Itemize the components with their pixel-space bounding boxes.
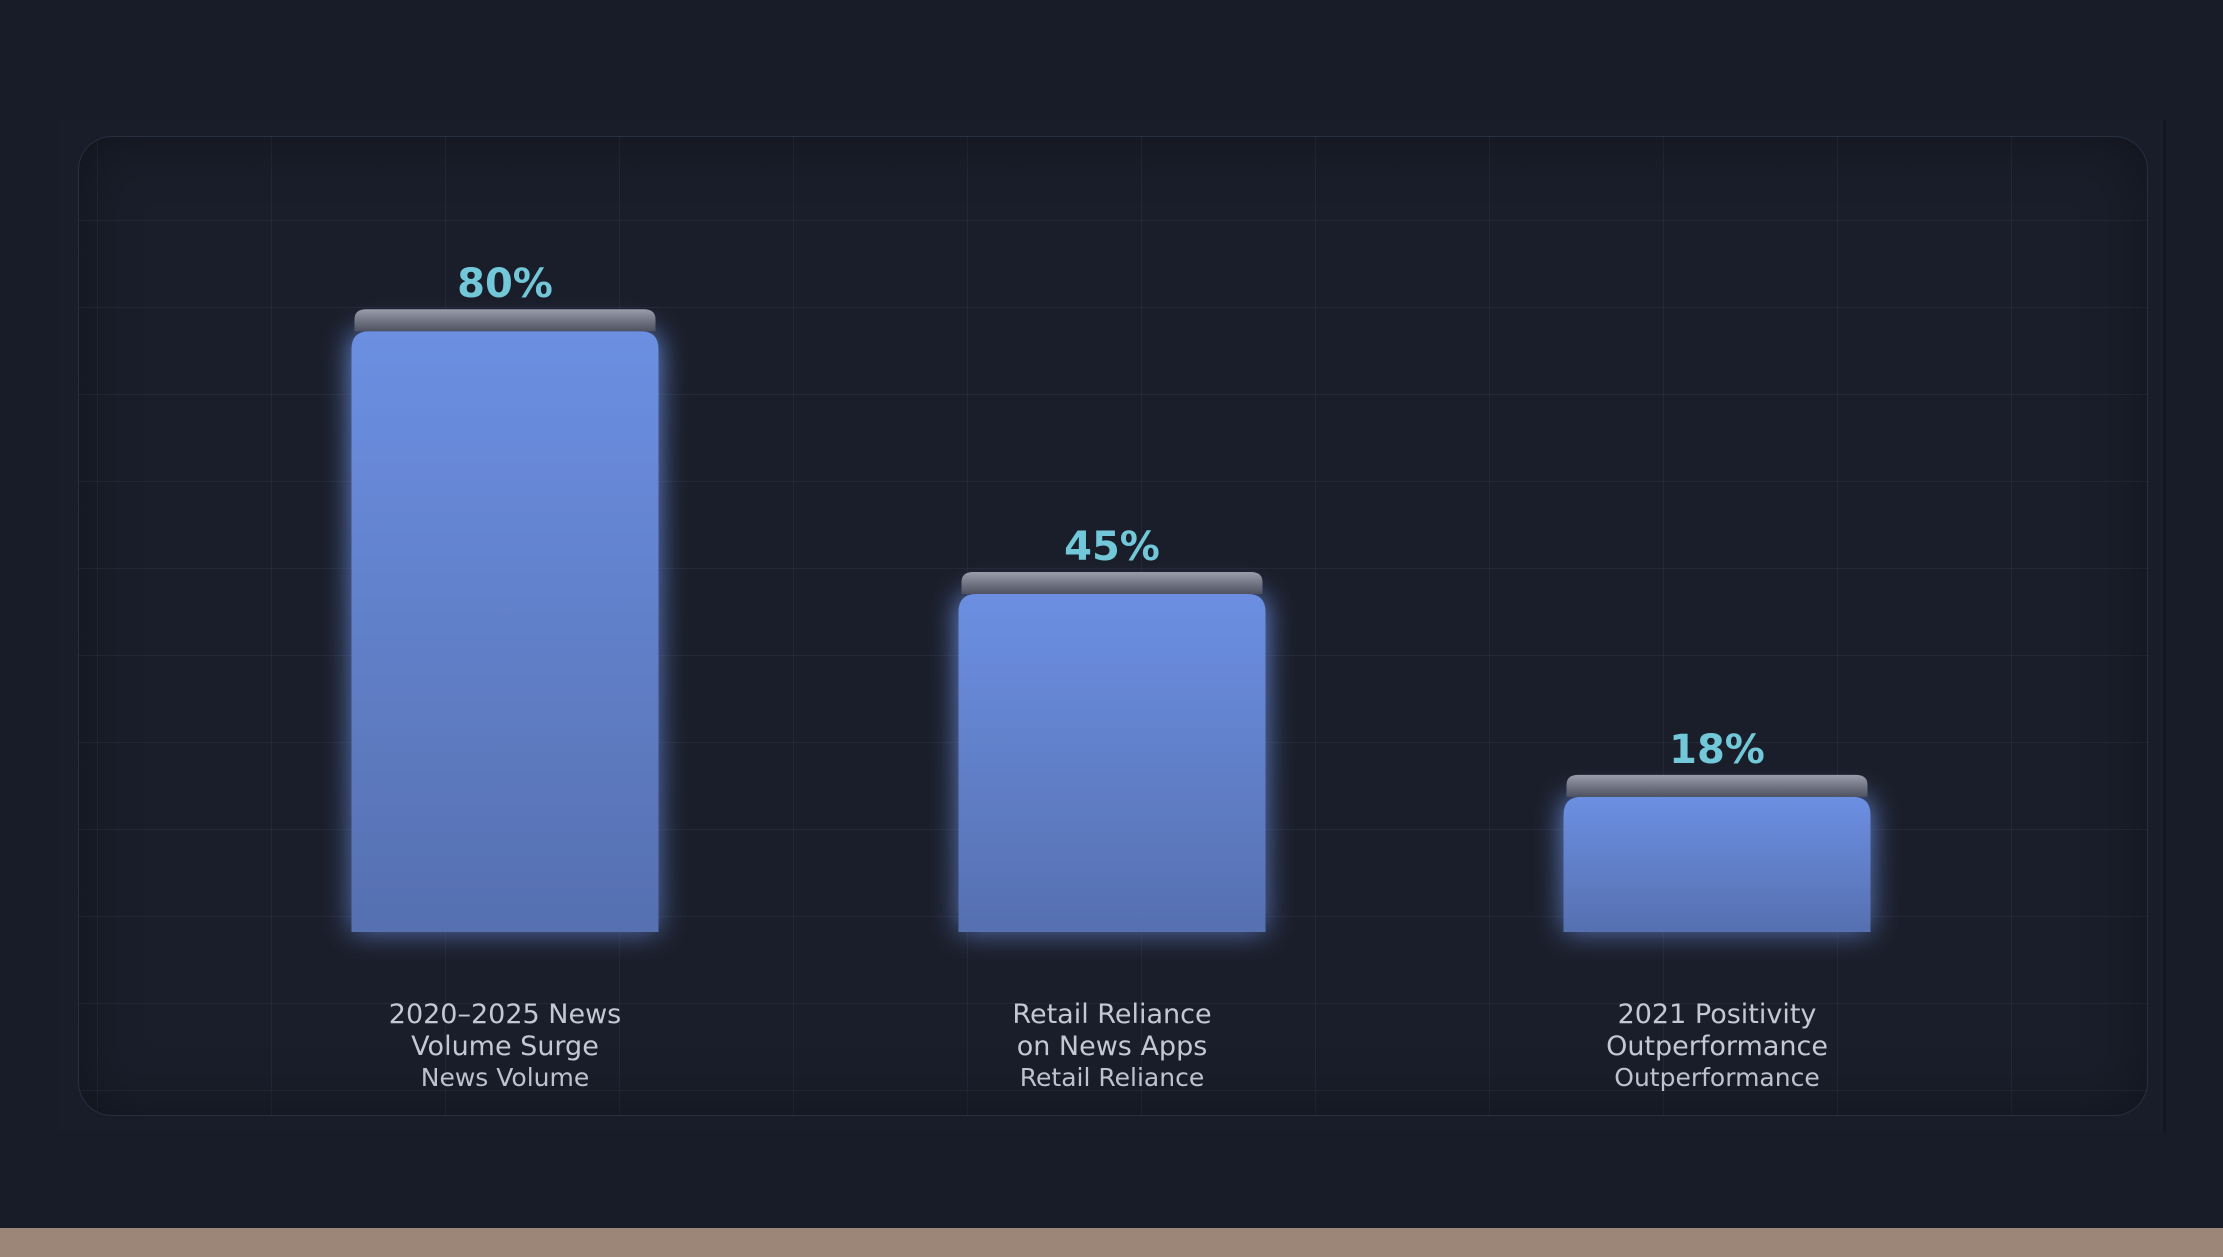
category-sublabel-2: Retail Reliance — [1020, 1063, 1204, 1092]
bar-1 — [351, 331, 659, 932]
bar-cap-2 — [961, 572, 1263, 595]
value-label-2: 45% — [1064, 524, 1160, 570]
category-sublabel-3: Outperformance — [1614, 1063, 1819, 1092]
bottom-strip — [0, 1228, 2223, 1257]
category-label-line1-2: Retail Reliance — [1012, 999, 1211, 1030]
category-label-line2-3: Outperformance — [1606, 1031, 1828, 1062]
category-label-line1-1: 2020–2025 News — [389, 999, 621, 1030]
bar-2 — [958, 594, 1266, 932]
bar-cap-3 — [1566, 774, 1868, 797]
category-label-line2-1: Volume Surge — [411, 1031, 599, 1062]
bar-cap-1 — [354, 309, 656, 332]
bar-3 — [1563, 796, 1871, 932]
value-label-3: 18% — [1669, 727, 1765, 773]
category-sublabel-1: News Volume — [421, 1063, 589, 1092]
category-label-line2-2: on News Apps — [1017, 1031, 1208, 1062]
category-label-line1-3: 2021 Positivity — [1618, 999, 1817, 1030]
bars-layer — [351, 309, 1871, 932]
value-label-1: 80% — [457, 261, 553, 307]
